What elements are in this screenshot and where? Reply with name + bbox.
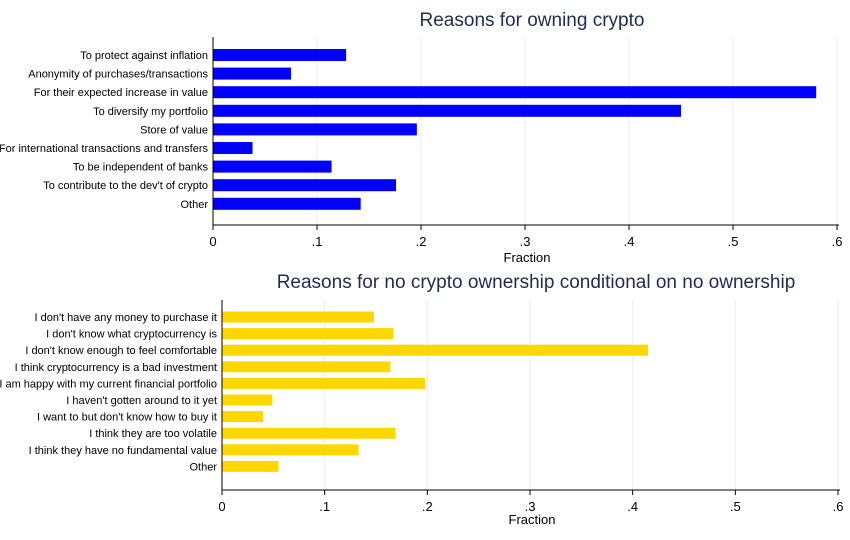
x-tick-label: 0 (209, 234, 216, 249)
x-tick-label: .2 (422, 499, 433, 514)
x-tick-label: .3 (520, 234, 531, 249)
bar (213, 197, 361, 210)
chart-owning: Reasons for owning crypto To protect agai… (0, 10, 842, 265)
bar (213, 67, 291, 80)
x-axis-label: Fraction (509, 512, 556, 527)
category-label: I think they have no fundamental value (29, 445, 217, 457)
bar (213, 123, 417, 136)
x-tick-label: .5 (728, 234, 739, 249)
category-label: To contribute to the dev't of crypto (43, 180, 208, 192)
bar (213, 179, 397, 192)
category-label: I don't know enough to feel comfortable (25, 345, 217, 357)
x-axis-label: Fraction (504, 250, 551, 265)
x-tick-label: .1 (312, 234, 323, 249)
bar (222, 394, 273, 406)
bar (222, 411, 264, 423)
x-tick-label: .4 (624, 234, 635, 249)
x-tick-label: .3 (525, 499, 536, 514)
bar (213, 104, 681, 117)
category-label: To be independent of banks (73, 162, 209, 174)
bar (222, 377, 426, 389)
chart-title: Reasons for owning crypto (420, 10, 645, 31)
x-tick-label: 0 (218, 499, 225, 514)
chart-not-owning: Reasons for no crypto ownership conditio… (0, 272, 843, 527)
category-label: Anonymity of purchases/transactions (28, 69, 208, 81)
x-tick-label: .1 (319, 499, 330, 514)
bar (222, 444, 359, 456)
chart-title: Reasons for no crypto ownership conditio… (277, 272, 796, 293)
bar (222, 427, 396, 439)
category-label: Store of value (140, 124, 208, 136)
bar (213, 86, 817, 99)
category-label: I haven't gotten around to it yet (66, 395, 217, 407)
category-label: I think cryptocurrency is a bad investme… (15, 362, 217, 374)
x-tick-label: .4 (627, 499, 638, 514)
bar (213, 142, 253, 154)
bar (222, 460, 279, 472)
category-label: I am happy with my current financial por… (0, 378, 217, 390)
bar (222, 328, 394, 340)
x-tick-label: .6 (833, 499, 844, 514)
category-label: For international transactions and trans… (0, 143, 208, 155)
bar (213, 49, 347, 61)
x-tick-label: .2 (416, 234, 427, 249)
x-tick-label: .6 (832, 234, 843, 249)
category-label: I think they are too volatile (89, 428, 217, 440)
category-label: Other (189, 461, 217, 473)
category-label: I don't know what cryptocurrency is (46, 329, 217, 341)
category-label: Other (180, 199, 208, 211)
bar (222, 311, 374, 323)
category-label: To diversify my portfolio (93, 106, 208, 118)
bar (222, 344, 649, 356)
category-label: For their expected increase in value (34, 87, 208, 99)
bar (222, 361, 391, 373)
category-label: I don't have any money to purchase it (35, 312, 218, 324)
category-label: I want to but don't know how to buy it (37, 412, 217, 424)
x-tick-label: .5 (730, 499, 741, 514)
bar (213, 160, 332, 173)
category-label: To protect against inflation (80, 50, 208, 62)
